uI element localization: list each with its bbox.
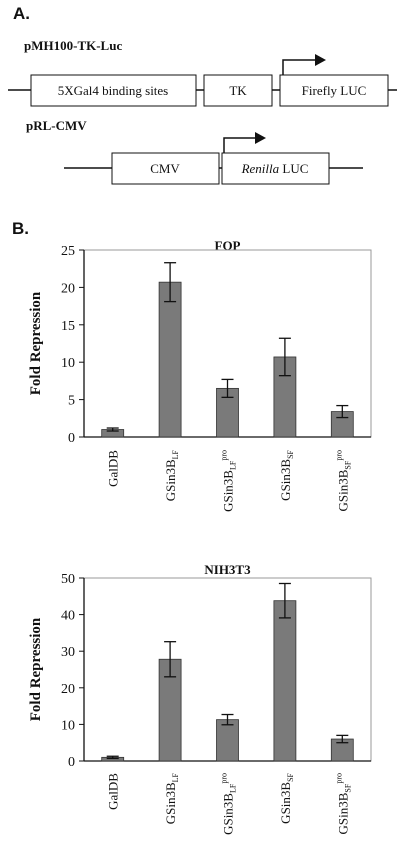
panel-a-label: A. bbox=[13, 4, 30, 23]
construct1-name: pMH100-TK-Luc bbox=[24, 38, 122, 53]
gal4-sites-box bbox=[30, 74, 197, 107]
y-tick-label: 10 bbox=[61, 356, 75, 371]
y-tick-label: 20 bbox=[61, 281, 75, 296]
firefly-luc-label: Firefly LUC bbox=[302, 83, 367, 98]
tk-label: TK bbox=[229, 83, 247, 98]
x-category-label: GalDB bbox=[106, 450, 121, 487]
fop-chart: FOP 0 5 10 15 20 25 Fold Repression GalDB GSin3BL… bbox=[28, 238, 372, 512]
y-tick-label: 10 bbox=[61, 718, 75, 733]
cmv-box bbox=[111, 152, 220, 185]
x-category-label: GSin3BLF bbox=[163, 772, 180, 824]
construct1-diagram: 5XGal4 binding sites TK Firefly LUC bbox=[8, 54, 397, 107]
firefly-luc-box bbox=[279, 74, 389, 107]
y-tick-label: 20 bbox=[61, 682, 75, 697]
tk-box bbox=[203, 74, 273, 107]
renilla-word: Renilla bbox=[241, 161, 280, 176]
x-category-label: GSin3BLFpro bbox=[220, 773, 238, 835]
x-category-label: GalDB bbox=[106, 773, 121, 810]
gal4-sites-label: 5XGal4 binding sites bbox=[58, 83, 169, 98]
y-tick-label: 0 bbox=[68, 431, 75, 446]
y-axis-label: Fold Repression bbox=[28, 291, 44, 395]
x-category-label: GSin3BSFpro bbox=[334, 450, 352, 511]
construct2-diagram: CMV Renilla LUC bbox=[64, 132, 363, 185]
y-tick-label: 25 bbox=[61, 244, 75, 259]
x-category-label: GSin3BLFpro bbox=[220, 450, 238, 512]
promoter-arrowhead-2 bbox=[255, 132, 266, 144]
chart-title: NIH3T3 bbox=[204, 562, 251, 577]
promoter-arrow-1 bbox=[282, 59, 315, 75]
promoter-arrow-2 bbox=[223, 137, 255, 153]
y-tick-label: 30 bbox=[61, 645, 75, 660]
x-category-label: GSin3BSF bbox=[278, 449, 295, 500]
y-tick-label: 5 bbox=[68, 394, 75, 409]
promoter-arrowhead-1 bbox=[315, 54, 326, 66]
luc-word-text: LUC bbox=[282, 161, 308, 176]
x-category-label: GSin3BSF bbox=[278, 772, 295, 823]
panel-b-label: B. bbox=[12, 219, 29, 238]
y-axis-label: Fold Repression bbox=[28, 617, 44, 721]
bar bbox=[216, 719, 239, 762]
bar bbox=[158, 281, 182, 438]
y-tick-label: 15 bbox=[61, 319, 75, 334]
x-category-label: GSin3BLF bbox=[163, 449, 180, 501]
x-category-label: GSin3BSFpro bbox=[334, 773, 352, 834]
chart-title: FOP bbox=[215, 238, 241, 253]
y-tick-label: 40 bbox=[61, 609, 75, 624]
nih3t3-chart: NIH3T3 0 10 20 30 40 50 Fold Repression GalDB GSi… bbox=[28, 562, 372, 835]
construct2-name: pRL-CMV bbox=[26, 118, 87, 133]
renilla-luc-label: Renilla LUC bbox=[241, 161, 309, 176]
cmv-label: CMV bbox=[150, 161, 180, 176]
y-tick-label: 50 bbox=[61, 572, 75, 587]
renilla-luc-box bbox=[221, 152, 330, 185]
y-tick-label: 0 bbox=[68, 755, 75, 770]
bar bbox=[273, 600, 297, 762]
